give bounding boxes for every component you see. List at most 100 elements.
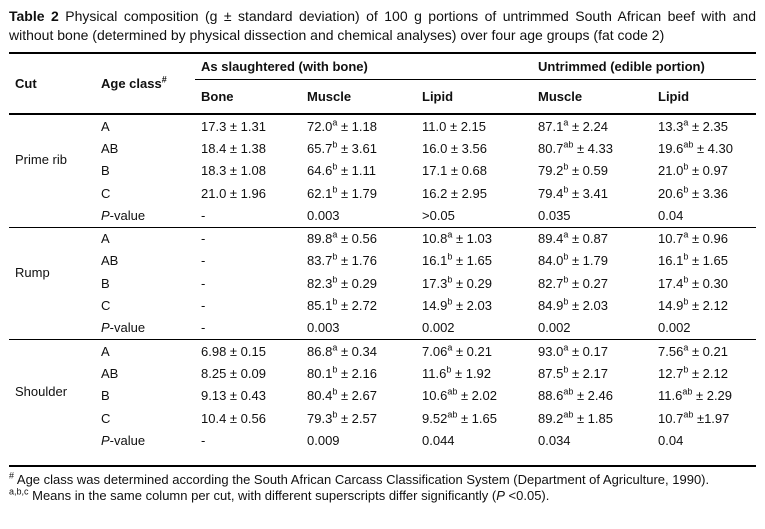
- footnote-marker: a,b,c: [9, 486, 29, 497]
- value-cell: 9.52ab ± 1.65: [422, 409, 497, 426]
- value-cell: 79.4b ± 3.41: [538, 184, 608, 201]
- caption-label: Table 2: [9, 8, 59, 24]
- value-cell: 80.7ab ± 4.33: [538, 139, 613, 156]
- value-cell: -: [201, 207, 206, 223]
- value-cell: 89.4a ± 0.87: [532, 226, 652, 250]
- value-cell: >0.05: [422, 207, 455, 223]
- value-cell: 84.9b ± 2.03: [538, 296, 608, 314]
- footnote-text: Means in the same column per cut, with d…: [28, 488, 550, 504]
- value-cell: 72.0a ± 1.18: [307, 117, 377, 134]
- age-class-cell: AB: [101, 365, 119, 381]
- age-class-cell: C: [101, 298, 111, 314]
- value-cell: 17.4b ± 0.30: [658, 274, 728, 291]
- value-cell: 82.7b ± 0.27: [538, 274, 608, 291]
- section-shoulder: Shoulder A 6.98 ± 0.15 86.8a ± 0.34 7.06a ± …: [9, 339, 756, 466]
- value-cell: 0.009: [307, 432, 340, 448]
- cut-label: Prime rib: [9, 114, 95, 227]
- value-cell: 80.1b ± 2.16: [307, 364, 377, 381]
- age-class-cell: A: [101, 118, 110, 134]
- value-cell: 88.6ab ± 2.46: [538, 386, 613, 404]
- value-cell: 0.002: [538, 320, 571, 336]
- value-cell: 83.7b ± 1.76: [307, 252, 377, 269]
- col-group-as-slaughtered: As slaughtered (with bone): [195, 53, 532, 81]
- value-cell: 10.4 ± 0.56: [201, 410, 266, 426]
- value-cell: 17.3 ± 1.31: [201, 118, 266, 134]
- age-class-cell: P-value: [101, 432, 146, 448]
- table-row: AB 18.4 ± 1.38 65.7b ± 3.61 16.0 ± 3.56 80.7…: [9, 137, 756, 159]
- value-cell: 16.1b ± 1.65: [422, 252, 492, 269]
- table-row: C 21.0 ± 1.96 62.1b ± 1.79 16.2 ± 2.95 79.4b…: [9, 182, 756, 204]
- value-cell: 0.034: [538, 432, 571, 448]
- value-cell: 14.9b ± 2.12: [658, 296, 728, 314]
- value-cell: 65.7b ± 3.61: [307, 139, 377, 156]
- age-class-cell: A: [95, 339, 195, 363]
- value-cell: 9.13 ± 0.43: [201, 388, 266, 404]
- value-cell: 87.1a ± 2.24: [538, 117, 608, 134]
- footnote-superscripts: a,b,c Means in the same column per cut, …: [9, 486, 756, 505]
- value-cell: 89.2ab ± 1.85: [538, 409, 613, 426]
- table-row: P-value - 0.003 >0.05 0.035 0.04: [9, 204, 756, 227]
- col-header-age-class: Age class#: [95, 53, 195, 116]
- table-row: P-value - 0.009 0.044 0.034 0.04: [9, 429, 756, 465]
- section-rump: Rump A -89.8a ± 0.56 10.8a ± 1.03 89.4a ± 0.…: [9, 226, 756, 340]
- col-header-muscle-slaughtered: Muscle: [301, 79, 416, 116]
- age-class-cell: C: [101, 185, 111, 201]
- table-row: Prime rib A 17.3 ± 1.31 72.0a ± 1.18 11.0 ± …: [9, 114, 756, 167]
- table-row: B - 82.3b ± 0.29 17.3b ± 0.29 82.7b ± 0.27 17…: [9, 272, 756, 294]
- value-cell: 10.8a ± 1.03: [416, 226, 532, 250]
- value-cell: 16.0 ± 3.56: [422, 141, 487, 156]
- col-group-untrimmed: Untrimmed (edible portion): [532, 53, 756, 81]
- value-cell: 89.8a ± 0.56: [301, 226, 416, 250]
- value-cell: 11.6b ± 1.92: [422, 364, 492, 381]
- header-sub-row: Bone Muscle Lipid Muscle Lipid: [9, 79, 756, 116]
- value-cell: 87.5b ± 2.17: [538, 364, 608, 381]
- value-cell: 17.3b ± 0.29: [422, 274, 492, 291]
- cut-label-text: Rump: [15, 264, 50, 280]
- value-cell: -: [201, 432, 206, 448]
- value-cell: 7.56a ± 0.21: [652, 339, 756, 363]
- age-class-cell: B: [101, 275, 110, 291]
- value-cell: 0.04: [658, 207, 684, 223]
- age-class-label: Age class: [101, 76, 162, 92]
- value-cell: 93.0a ± 0.17: [532, 339, 652, 363]
- table-row: Shoulder A 6.98 ± 0.15 86.8a ± 0.34 7.06a ± …: [9, 339, 756, 466]
- value-cell: 10.7a ± 0.96: [652, 226, 756, 250]
- footnote-marker: #: [9, 470, 15, 481]
- value-cell: 84.0b ± 1.79: [538, 252, 608, 269]
- value-cell: 79.3b ± 2.57: [307, 409, 377, 426]
- value-cell: -: [201, 275, 206, 291]
- value-cell: -: [201, 253, 206, 269]
- value-cell: 0.035: [538, 207, 571, 223]
- age-class-cell: C: [101, 410, 111, 426]
- cut-label-text: Shoulder: [15, 383, 68, 399]
- value-cell: 11.6ab ± 2.29: [658, 386, 733, 404]
- table-row: Rump A -89.8a ± 0.56 10.8a ± 1.03 89.4a ± 0.…: [9, 226, 756, 340]
- value-cell: -: [195, 226, 301, 250]
- table-row: B 18.3 ± 1.08 64.6b ± 1.11 17.1 ± 0.68 79.2b…: [9, 160, 756, 182]
- col-header-bone: Bone: [195, 79, 301, 116]
- value-cell: 64.6b ± 1.11: [307, 161, 377, 179]
- value-cell: 0.04: [658, 432, 684, 448]
- value-cell: 0.003: [307, 320, 340, 336]
- header-group-row: Cut Age class# As slaughtered (with bone…: [9, 53, 756, 116]
- document-page: Table 2 Physical composition (g ± standa…: [9, 7, 756, 505]
- age-class-cell: A: [95, 226, 195, 250]
- value-cell: 11.0 ± 2.15: [422, 118, 486, 134]
- age-class-cell: B: [101, 163, 110, 179]
- cut-label: Rump: [9, 226, 95, 340]
- value-cell: 20.6b ± 3.36: [658, 184, 728, 201]
- caption-text: Physical composition (g ± standard devia…: [9, 8, 757, 44]
- value-cell: -: [201, 298, 206, 314]
- value-cell: 85.1b ± 2.72: [307, 296, 377, 314]
- value-cell: 10.6ab ± 2.02: [422, 386, 497, 404]
- age-class-cell: P-value: [101, 320, 146, 336]
- value-cell: 18.3 ± 1.08: [201, 163, 266, 179]
- value-cell: 86.8a ± 0.34: [301, 339, 416, 363]
- age-class-footnote-marker: #: [161, 74, 167, 85]
- col-header-lipid-slaughtered: Lipid: [416, 79, 532, 116]
- value-cell: 18.4 ± 1.38: [201, 141, 266, 156]
- value-cell: 0.044: [422, 432, 455, 448]
- table-caption: Table 2 Physical composition (g ± standa…: [9, 7, 756, 45]
- value-cell: 0.002: [422, 320, 455, 336]
- col-header-lipid-untrimmed: Lipid: [652, 79, 756, 116]
